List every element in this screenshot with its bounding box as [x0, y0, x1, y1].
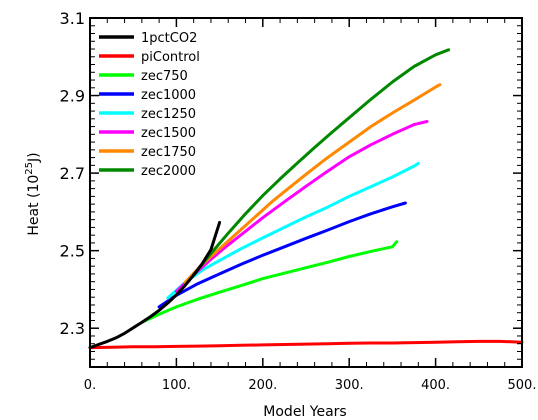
- x-axis-label: Model Years: [263, 404, 346, 420]
- legend-label-zec1750: zec1750: [141, 145, 196, 160]
- legend-label-zec750: zec750: [141, 69, 188, 84]
- legend-label-zec1500: zec1500: [141, 126, 196, 141]
- legend-label-piControl: piControl: [141, 50, 200, 65]
- series-line-zec1750: [183, 83, 442, 284]
- y-tick-label: 3.1: [60, 9, 85, 28]
- ticks-layer: 0. 100. 200. 300. 400. 500. 2.3 2.5 2.7 2.9 3.1: [60, 9, 537, 393]
- y-tick-label: 2.9: [60, 87, 85, 106]
- series-line-1pctCO2: [88, 220, 222, 350]
- series-line-zec750: [140, 240, 399, 324]
- x-tick-label: 500.: [508, 378, 537, 393]
- series-line-zec2000: [192, 48, 451, 277]
- legend-label-zec1000: zec1000: [141, 88, 196, 103]
- y-axis-label-suffix: J): [26, 152, 42, 163]
- y-axis-label-prefix: Heat (10: [26, 175, 42, 236]
- legend: 1pctCO2 piControl zec750 zec1000 zec1250 zec1…: [99, 31, 200, 179]
- x-tick-label: 200.: [248, 378, 277, 393]
- x-tick-label: 300.: [335, 378, 364, 393]
- y-tick-label: 2.7: [60, 164, 85, 183]
- y-tick-label: 2.5: [60, 242, 85, 261]
- x-tick-label: 0.: [84, 378, 96, 393]
- series-line-zec1000: [157, 201, 407, 309]
- series-line-zec1500: [174, 120, 429, 293]
- series-layer: [88, 48, 524, 350]
- legend-label-zec2000: zec2000: [141, 164, 196, 179]
- legend-label-zec1250: zec1250: [141, 107, 196, 122]
- series-line-piControl: [88, 339, 524, 350]
- plot-frame: [89, 17, 523, 368]
- y-tick-label: 2.3: [60, 319, 85, 338]
- y-axis-label: Heat (1025J): [24, 152, 42, 235]
- x-tick-label: 400.: [421, 378, 450, 393]
- x-tick-label: 100.: [162, 378, 191, 393]
- legend-label-1pctCO2: 1pctCO2: [141, 31, 197, 46]
- series-line-zec1250: [166, 161, 420, 300]
- y-axis-label-exponent: 25: [24, 162, 35, 175]
